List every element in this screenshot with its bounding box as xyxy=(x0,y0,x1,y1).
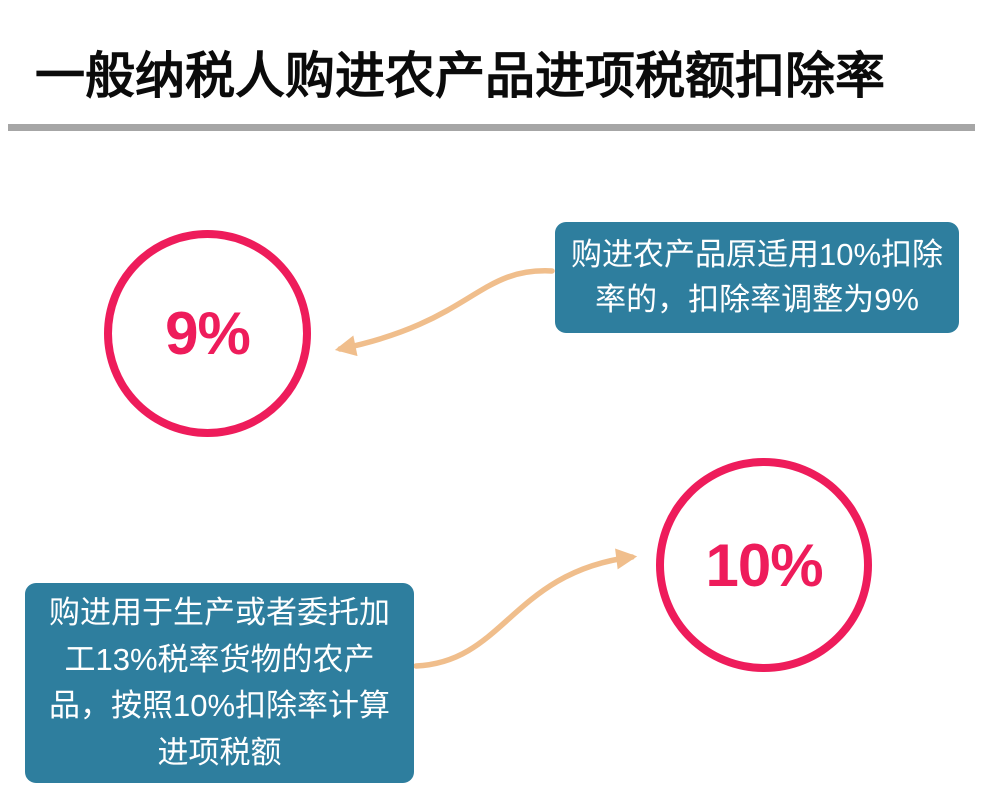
note-text-9: 购进农产品原适用10%扣除率的，扣除率调整为9% xyxy=(570,236,944,317)
page-title: 一般纳税人购进农产品进项税额扣除率 xyxy=(35,48,885,104)
title-divider xyxy=(8,124,975,131)
rate-value-10: 10% xyxy=(705,531,823,599)
note-box-10: 购进用于生产或者委托加工13%税率货物的农产品，按照10%扣除率计算进项税额 xyxy=(25,583,414,783)
arrow-to-9-circle xyxy=(334,268,555,357)
note-box-9: 购进农产品原适用10%扣除率的，扣除率调整为9% xyxy=(555,222,959,333)
note-text-10: 购进用于生产或者委托加工13%税率货物的农产品，按照10%扣除率计算进项税额 xyxy=(48,595,391,770)
arrow-to-10-circle xyxy=(413,548,638,669)
rate-circle-9: 9% xyxy=(104,230,311,437)
rate-circle-10: 10% xyxy=(656,458,872,672)
rate-value-9: 9% xyxy=(165,300,251,367)
